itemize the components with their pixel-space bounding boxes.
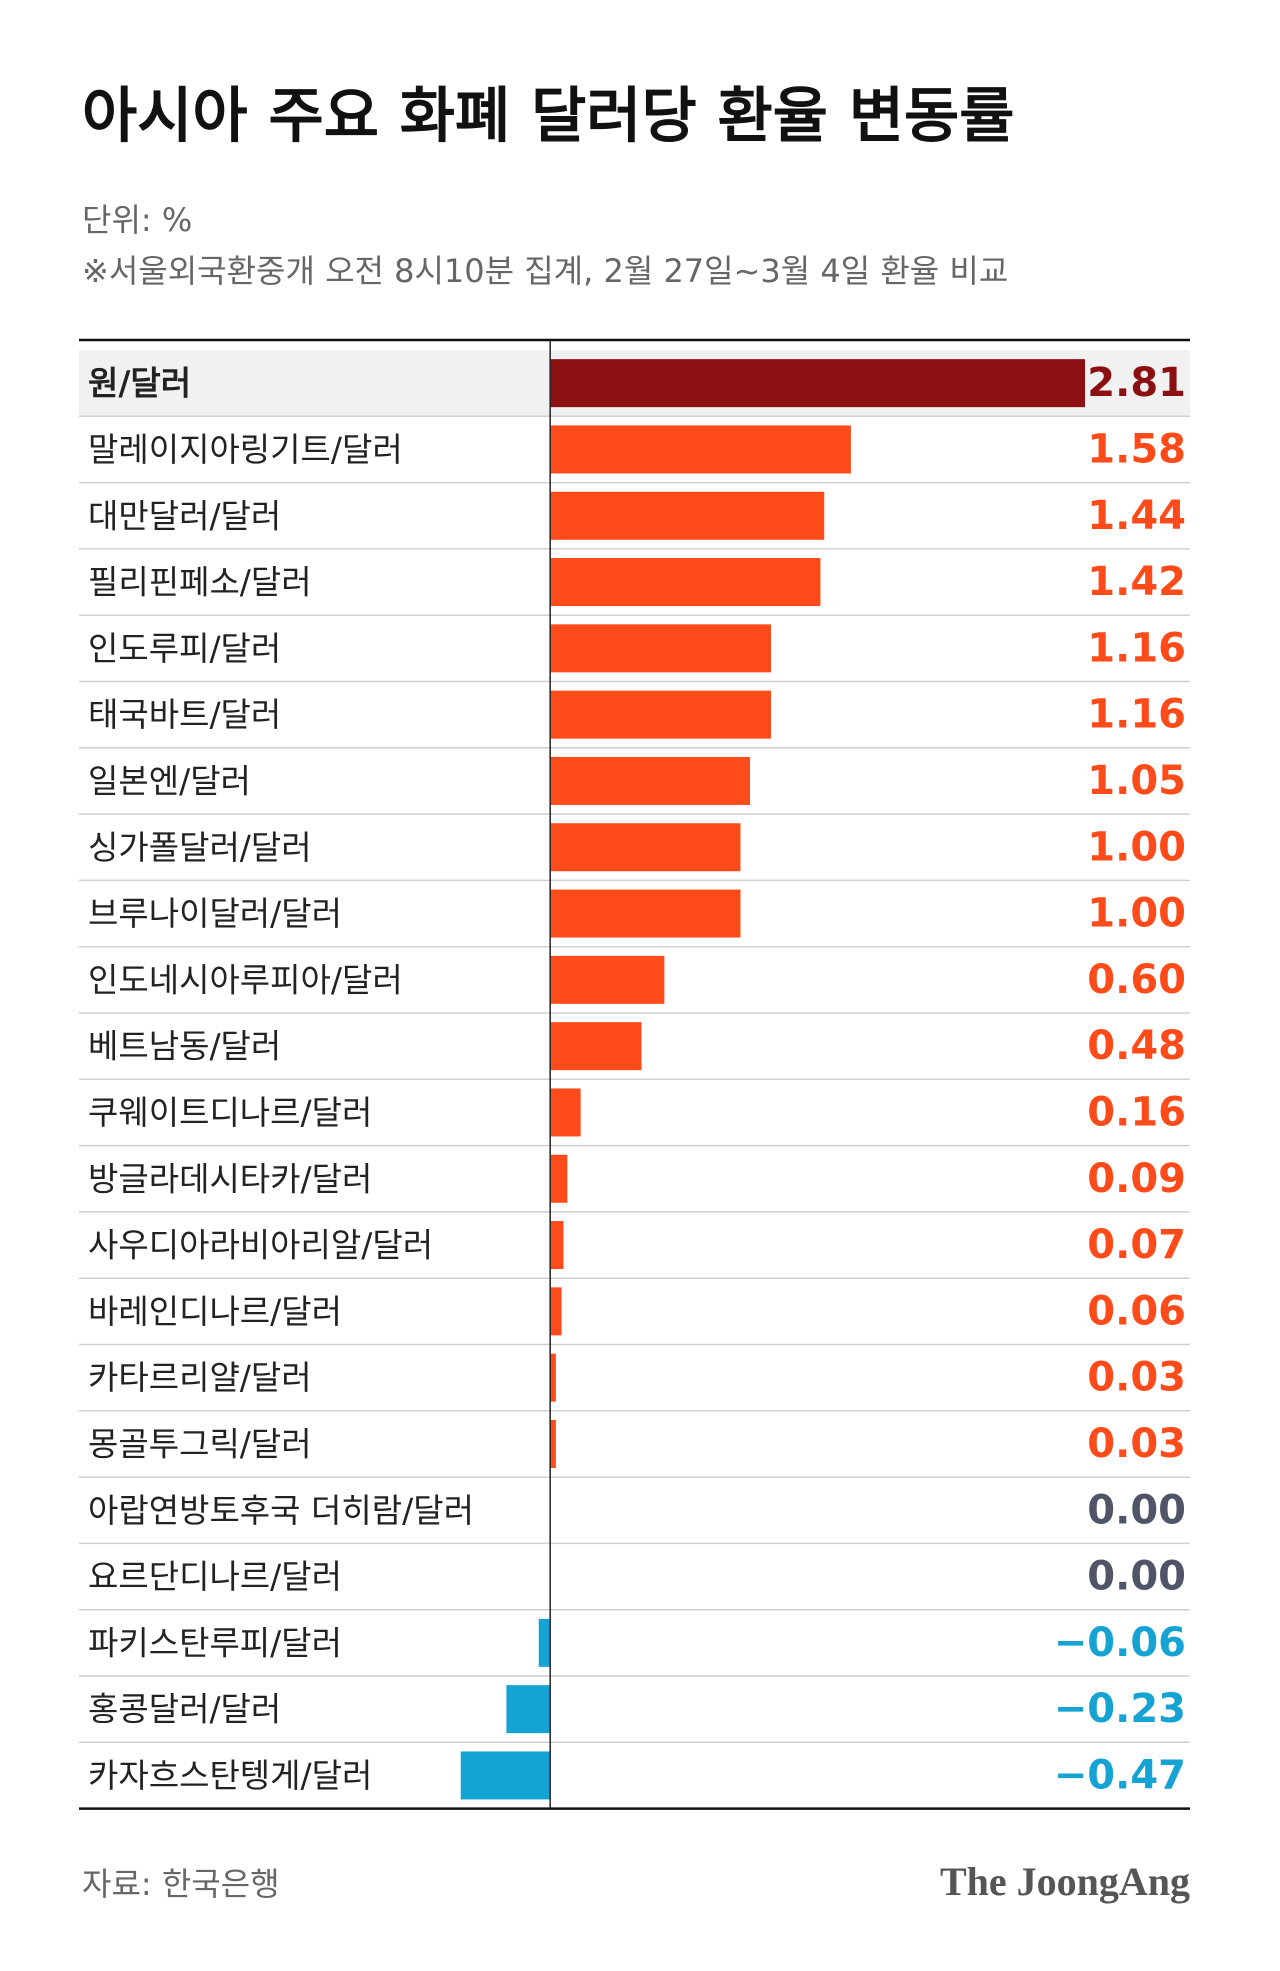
source-note: ※서울외국환중개 오전 8시10분 집계, 2월 27일~3월 4일 환율 비교 — [82, 252, 1008, 290]
bar — [550, 491, 825, 540]
bar — [506, 1685, 551, 1734]
category-label: 방글라데시타카/달러 — [88, 1159, 372, 1198]
category-label: 태국바트/달러 — [88, 695, 281, 734]
bar — [550, 1154, 568, 1203]
bar — [550, 1221, 564, 1270]
brand: The JoongAng — [940, 1859, 1190, 1904]
category-label: 아랍연방토후국 더히람/달러 — [88, 1491, 474, 1530]
category-label: 일본엔/달러 — [88, 761, 251, 800]
unit-note: 단위: % — [82, 201, 192, 239]
bar — [550, 1022, 642, 1071]
chart-title: 아시아 주요 화폐 달러당 환율 변동률 — [82, 82, 1014, 152]
value-label: 0.16 — [1087, 1089, 1186, 1135]
value-label: 0.60 — [1087, 957, 1186, 1003]
value-label: 1.00 — [1087, 891, 1186, 937]
category-label: 싱가폴달러/달러 — [88, 828, 312, 867]
value-label: 0.00 — [1087, 1487, 1186, 1533]
bar — [550, 690, 771, 739]
bar — [550, 558, 821, 607]
value-label: 1.58 — [1087, 426, 1186, 472]
category-label: 원/달러 — [88, 364, 191, 403]
bar — [550, 1353, 556, 1402]
value-label: 0.06 — [1087, 1288, 1186, 1334]
value-label: 0.00 — [1087, 1554, 1186, 1600]
value-label: −0.23 — [1054, 1686, 1186, 1732]
category-label: 필리핀페소/달러 — [88, 563, 312, 602]
value-label: −0.06 — [1054, 1620, 1186, 1666]
value-label: 1.05 — [1087, 758, 1186, 804]
value-label: 1.44 — [1087, 493, 1186, 539]
value-label: 0.03 — [1087, 1421, 1186, 1467]
bar — [538, 1618, 551, 1667]
value-label: 1.42 — [1087, 559, 1186, 605]
bar — [550, 1287, 562, 1336]
category-label: 대만달러/달러 — [88, 496, 281, 535]
category-label: 사우디아라비아리알/달러 — [88, 1226, 433, 1265]
category-label: 요르단디나르/달러 — [88, 1557, 342, 1596]
bar — [550, 359, 1085, 408]
value-label: 0.03 — [1087, 1355, 1186, 1401]
value-label: 0.07 — [1087, 1222, 1186, 1268]
value-label: −0.47 — [1054, 1752, 1186, 1798]
category-label: 카타르리얄/달러 — [88, 1358, 312, 1397]
bar — [550, 756, 751, 805]
bar — [550, 955, 665, 1004]
category-label: 브루나이달러/달러 — [88, 894, 342, 933]
bar — [550, 624, 771, 673]
value-label: 1.16 — [1087, 625, 1186, 671]
bar — [460, 1751, 551, 1800]
category-label: 인도루피/달러 — [88, 629, 281, 668]
bar — [550, 1419, 556, 1468]
value-label: 1.16 — [1087, 692, 1186, 738]
value-label: 2.81 — [1087, 360, 1186, 406]
category-label: 홍콩달러/달러 — [88, 1690, 281, 1729]
category-label: 카자흐스탄텡게/달러 — [88, 1756, 372, 1795]
value-label: 0.09 — [1087, 1156, 1186, 1202]
bar — [550, 889, 741, 938]
bar — [550, 1088, 581, 1137]
category-label: 베트남동/달러 — [88, 1027, 281, 1066]
value-label: 1.00 — [1087, 824, 1186, 870]
category-label: 인도네시아루피아/달러 — [88, 960, 403, 999]
category-label: 바레인디나르/달러 — [88, 1292, 342, 1331]
category-label: 말레이지아링기트/달러 — [88, 430, 403, 469]
source: 자료: 한국은행 — [82, 1865, 280, 1903]
value-label: 0.48 — [1087, 1023, 1186, 1069]
category-label: 몽골투그릭/달러 — [88, 1424, 312, 1463]
bar — [550, 425, 851, 474]
category-label: 파키스탄루피/달러 — [88, 1623, 342, 1662]
bar — [550, 823, 741, 872]
category-label: 쿠웨이트디나르/달러 — [88, 1093, 372, 1132]
